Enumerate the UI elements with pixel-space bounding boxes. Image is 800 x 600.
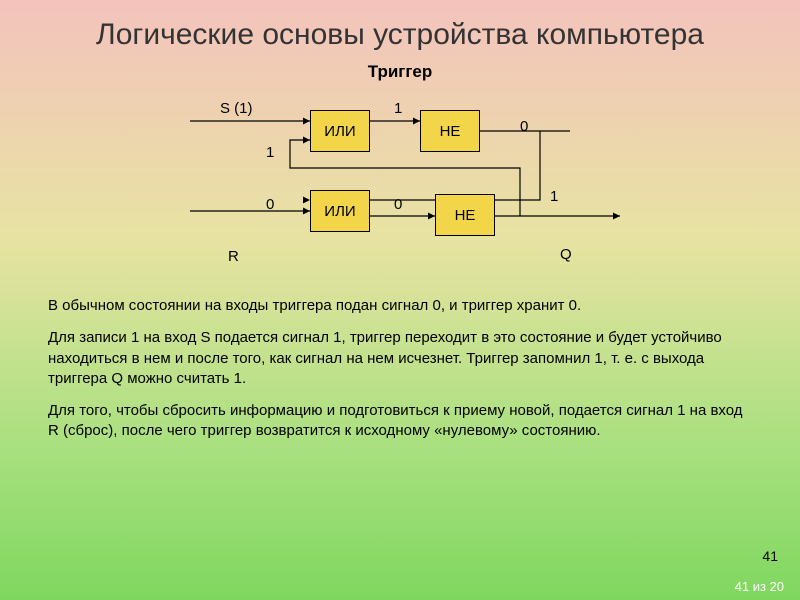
gate-not2: НЕ [435, 194, 495, 236]
paragraph-1: Для записи 1 на вход S подается сигнал 1… [48, 328, 752, 389]
description-text: В обычном состоянии на входы триггера по… [0, 288, 800, 442]
signal-label-2: 0 [520, 118, 528, 135]
subtitle: Триггер [0, 62, 800, 82]
page-number: 41 [762, 548, 778, 564]
footer-pager: 41 из 20 [735, 579, 784, 594]
signal-label-6: 1 [550, 188, 558, 205]
gate-not1: НЕ [420, 110, 480, 152]
signal-label-4: 0 [266, 196, 274, 213]
signal-label-7: R [228, 248, 239, 265]
paragraph-2: Для того, чтобы сбросить информацию и по… [48, 401, 752, 442]
signal-label-5: 0 [394, 196, 402, 213]
signal-label-0: S (1) [220, 100, 253, 117]
gate-or2: ИЛИ [310, 190, 370, 232]
trigger-diagram: ИЛИ НЕ ИЛИ НЕ S (1) 1 0 1 0 0 1 R Q [100, 88, 700, 288]
diagram-wires [100, 88, 700, 288]
page-title: Логические основы устройства компьютера [0, 0, 800, 52]
paragraph-0: В обычном состоянии на входы триггера по… [48, 296, 752, 316]
signal-label-8: Q [560, 246, 572, 263]
signal-label-1: 1 [394, 100, 402, 117]
gate-or1: ИЛИ [310, 110, 370, 152]
signal-label-3: 1 [266, 144, 274, 161]
